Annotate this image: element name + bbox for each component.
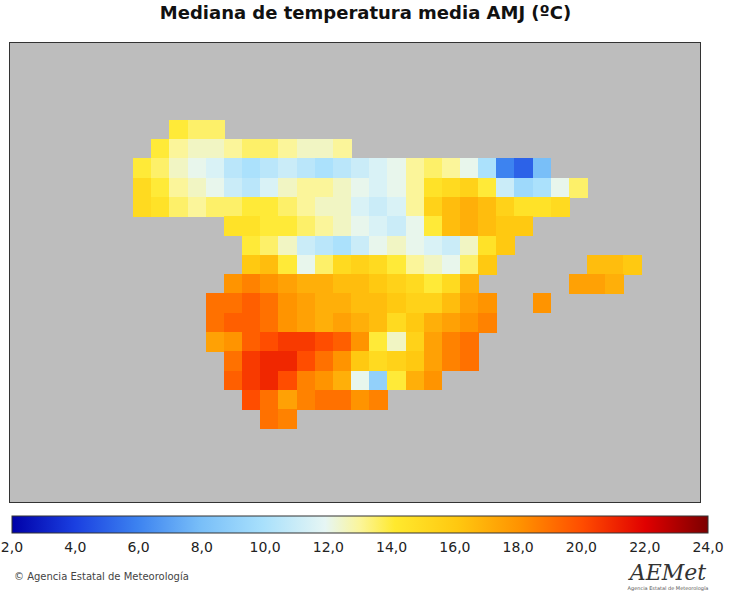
- svg-text:AEMet: AEMet: [628, 560, 706, 585]
- svg-text:2,0: 2,0: [8, 539, 23, 555]
- svg-text:16,0: 16,0: [439, 539, 470, 555]
- svg-text:10,0: 10,0: [250, 539, 281, 555]
- svg-text:Agencia Estatal de Meteorologí: Agencia Estatal de Meteorología: [628, 585, 709, 592]
- svg-text:© Agencia Estatal de Meteorolo: © Agencia Estatal de Meteorología: [14, 571, 189, 582]
- svg-text:4,0: 4,0: [64, 539, 86, 555]
- html-text:Mediana de temperatura media A: Mediana de temperatura media AMJ (ºC): [159, 2, 572, 23]
- svg-text:24,0: 24,0: [692, 539, 723, 555]
- svg-text:22,0: 22,0: [629, 539, 660, 555]
- svg-text:14,0: 14,0: [376, 539, 407, 555]
- svg-text:8,0: 8,0: [191, 539, 213, 555]
- svg-text:6,0: 6,0: [127, 539, 149, 555]
- svg-text:18,0: 18,0: [503, 539, 534, 555]
- svg-text:20,0: 20,0: [566, 539, 597, 555]
- svg-text:12,0: 12,0: [313, 539, 344, 555]
